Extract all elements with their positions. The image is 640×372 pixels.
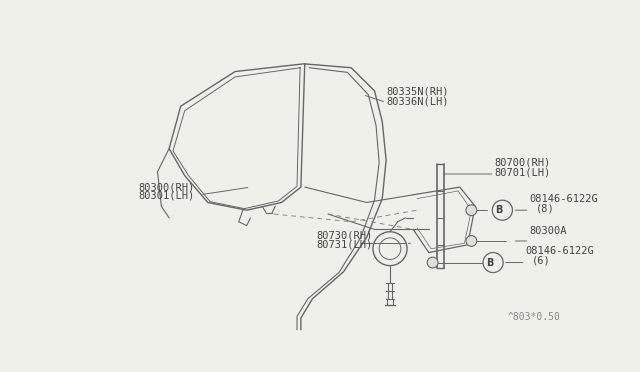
Text: 80300A: 80300A bbox=[529, 225, 567, 235]
Text: 80301(LH): 80301(LH) bbox=[138, 191, 195, 201]
Text: 08146-6122G: 08146-6122G bbox=[529, 194, 598, 204]
Circle shape bbox=[483, 253, 503, 273]
Circle shape bbox=[466, 235, 477, 246]
Text: B: B bbox=[486, 257, 493, 267]
Circle shape bbox=[492, 200, 513, 220]
Circle shape bbox=[466, 205, 477, 216]
Circle shape bbox=[428, 257, 438, 268]
Text: 80731(LH): 80731(LH) bbox=[316, 240, 372, 250]
Text: (8): (8) bbox=[536, 203, 554, 213]
Text: 80700(RH): 80700(RH) bbox=[495, 158, 551, 168]
Text: 08146-6122G: 08146-6122G bbox=[525, 246, 595, 256]
Text: 80300(RH): 80300(RH) bbox=[138, 183, 195, 192]
Text: B: B bbox=[495, 205, 503, 215]
Text: ^803*0.50: ^803*0.50 bbox=[508, 312, 561, 322]
Text: 80335N(RH): 80335N(RH) bbox=[386, 87, 449, 97]
Text: 80336N(LH): 80336N(LH) bbox=[386, 96, 449, 106]
Text: 80730(RH): 80730(RH) bbox=[316, 230, 372, 240]
Text: (6): (6) bbox=[532, 256, 550, 266]
Text: 80701(LH): 80701(LH) bbox=[495, 167, 551, 177]
